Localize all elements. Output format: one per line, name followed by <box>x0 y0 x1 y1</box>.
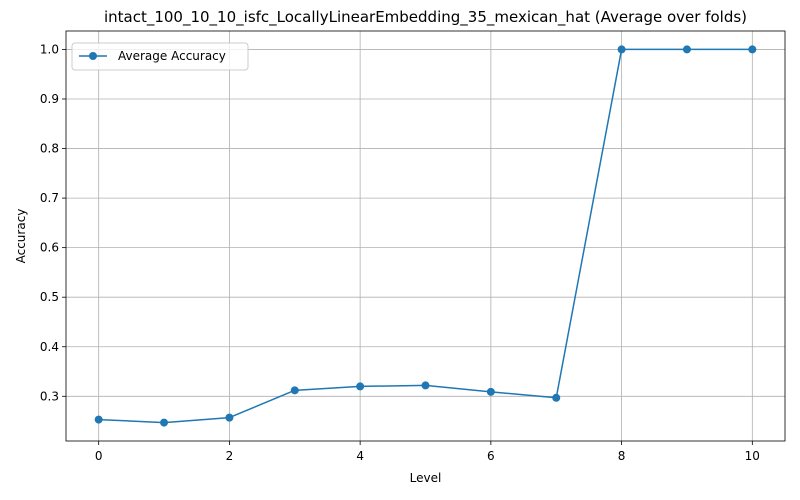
x-tick-label: 0 <box>95 449 103 463</box>
y-axis-title: Accuracy <box>14 209 28 264</box>
data-point-marker <box>290 386 299 395</box>
y-tick-label: 0.3 <box>40 389 59 403</box>
data-point-marker <box>225 413 234 422</box>
data-point-marker <box>486 387 495 396</box>
legend-box <box>71 42 249 71</box>
chart-title: intact_100_10_10_isfc_LocallyLinearEmbed… <box>104 8 747 27</box>
y-tick-label: 0.4 <box>40 340 59 354</box>
data-point-marker <box>552 393 561 402</box>
data-point-marker <box>421 381 430 390</box>
legend-label: Average Accuracy <box>118 49 226 63</box>
x-tick-label: 2 <box>226 449 234 463</box>
x-tick-label: 10 <box>745 449 760 463</box>
y-tick-label: 0.7 <box>40 191 59 205</box>
plot-area-background <box>66 31 785 441</box>
x-tick-label: 6 <box>487 449 495 463</box>
data-point-marker <box>94 415 103 424</box>
data-point-marker <box>682 45 691 54</box>
plot-frame <box>65 30 786 442</box>
y-tick-label: 0.5 <box>40 290 59 304</box>
x-tick-label: 4 <box>356 449 364 463</box>
series-layer <box>94 45 757 427</box>
axis-ticks: 0 2 4 6 8 10 0.3 0.4 0.5 0.6 0.7 0.8 0.9 1.0 <box>40 42 760 463</box>
y-tick-label: 0.6 <box>40 241 59 255</box>
y-tick-label: 1.0 <box>40 42 59 56</box>
data-point-marker <box>617 45 626 54</box>
legend-marker-swatch <box>89 52 97 60</box>
y-tick-label: 0.9 <box>40 92 59 106</box>
x-tick-label: 8 <box>618 449 626 463</box>
data-point-marker <box>748 45 757 54</box>
grid-lines <box>66 31 785 441</box>
data-point-marker <box>160 418 169 427</box>
y-tick-label: 0.8 <box>40 142 59 156</box>
data-point-marker <box>356 382 365 391</box>
x-axis-title: Level <box>410 471 442 485</box>
legend: Average Accuracy <box>71 42 249 71</box>
